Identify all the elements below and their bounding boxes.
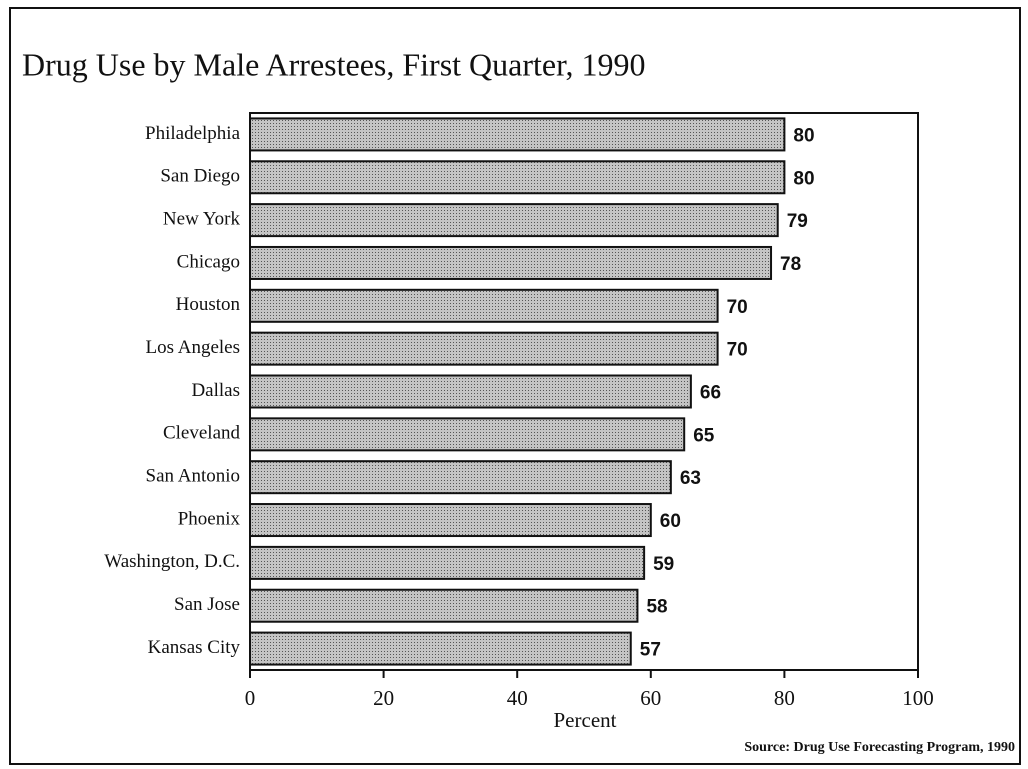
bar	[249, 288, 719, 323]
bar	[249, 503, 652, 538]
bar	[249, 588, 639, 623]
y-tick-label: Washington, D.C.	[104, 551, 240, 572]
value-label: 63	[680, 468, 701, 489]
y-tick-label: Kansas City	[148, 637, 241, 658]
x-tick-label: 0	[245, 686, 256, 710]
x-tick-label: 80	[774, 686, 795, 710]
value-label: 80	[793, 168, 814, 189]
y-tick-label: San Jose	[174, 594, 240, 615]
bar	[249, 160, 786, 195]
bar	[249, 245, 773, 280]
frame	[9, 7, 1021, 765]
value-label: 65	[693, 425, 715, 446]
x-tick-label: 40	[507, 686, 528, 710]
x-tick-label: 100	[902, 686, 934, 710]
x-tick-label: 20	[373, 686, 394, 710]
bar	[249, 417, 686, 452]
bar	[249, 631, 632, 666]
value-label: 79	[787, 211, 808, 232]
y-tick-label: San Diego	[160, 166, 240, 187]
bar	[249, 374, 692, 409]
y-tick-label: New York	[163, 208, 241, 229]
value-label: 58	[646, 597, 667, 618]
value-label: 70	[727, 340, 748, 361]
value-label: 78	[780, 254, 801, 275]
source-note: Source: Drug Use Forecasting Program, 19…	[744, 740, 1015, 755]
y-tick-label: Chicago	[177, 251, 240, 272]
value-label: 66	[700, 383, 721, 404]
value-label: 70	[727, 297, 748, 318]
y-tick-label: Houston	[176, 294, 241, 315]
y-tick-label: Dallas	[191, 380, 240, 401]
y-tick-label: San Antonio	[146, 466, 240, 487]
bar	[249, 545, 646, 580]
bar	[249, 331, 719, 366]
bar	[249, 460, 672, 495]
y-tick-label: Philadelphia	[145, 123, 241, 144]
value-label: 59	[653, 554, 674, 575]
bar	[249, 117, 786, 152]
value-label: 60	[660, 511, 681, 532]
value-label: 80	[793, 125, 814, 146]
bar	[249, 203, 779, 238]
x-axis-label: Percent	[554, 708, 617, 732]
x-tick-label: 60	[640, 686, 661, 710]
y-tick-label: Phoenix	[178, 508, 241, 529]
value-label: 57	[640, 640, 661, 661]
y-tick-label: Cleveland	[163, 423, 241, 444]
chart-title: Drug Use by Male Arrestees, First Quarte…	[22, 46, 645, 82]
y-tick-label: Los Angeles	[146, 337, 240, 358]
